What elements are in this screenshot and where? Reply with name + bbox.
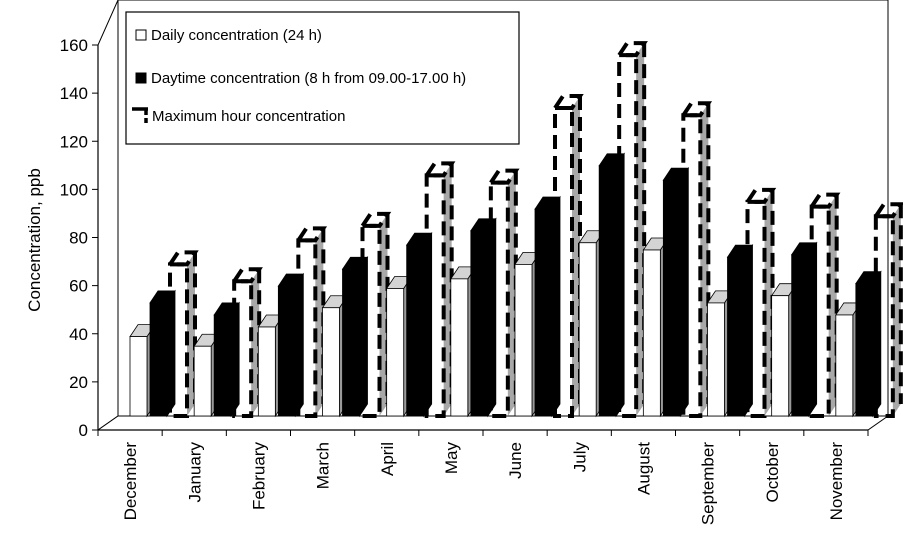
legend-label: Maximum hour concentration bbox=[152, 108, 345, 125]
y-tick-label: 80 bbox=[69, 229, 88, 248]
side-wall bbox=[97, 0, 119, 431]
legend-swatch-black bbox=[135, 72, 147, 84]
category-label: October bbox=[763, 442, 782, 503]
bar-front bbox=[470, 230, 489, 417]
bar-front bbox=[835, 314, 854, 417]
bar-front bbox=[662, 179, 681, 417]
bar bbox=[257, 313, 285, 418]
legend-swatch-dashed bbox=[132, 107, 148, 123]
bar-front bbox=[406, 244, 425, 417]
bar-front bbox=[213, 314, 232, 417]
category-label: August bbox=[634, 442, 653, 495]
legend-swatch-white bbox=[135, 29, 147, 41]
y-tick-label: 140 bbox=[60, 84, 88, 103]
bar-front bbox=[386, 288, 405, 417]
bar bbox=[450, 265, 477, 418]
legend-box bbox=[125, 11, 520, 145]
bar-front bbox=[322, 307, 340, 417]
y-tick-label: 20 bbox=[69, 373, 88, 392]
legend-label: Daytime concentration (8 h from 09.00-17… bbox=[151, 70, 466, 87]
bar bbox=[726, 243, 754, 418]
category-label: December bbox=[121, 442, 140, 521]
bar bbox=[679, 101, 713, 418]
bar-front bbox=[129, 336, 148, 417]
floor bbox=[96, 415, 890, 431]
y-tick-label: 160 bbox=[60, 36, 88, 55]
category-label: April bbox=[378, 442, 397, 476]
bar-front bbox=[578, 242, 597, 417]
bar-front bbox=[598, 165, 617, 417]
category-label: September bbox=[699, 442, 718, 525]
bar-front bbox=[257, 326, 276, 417]
bar-front bbox=[514, 264, 533, 417]
category-label: July bbox=[570, 442, 589, 473]
bar-side bbox=[166, 289, 176, 418]
bar bbox=[149, 289, 176, 418]
bar-front bbox=[727, 256, 745, 417]
bar-front bbox=[534, 208, 553, 417]
legend: Daily concentration (24 h) Daytime concen… bbox=[125, 11, 520, 145]
bar-front bbox=[193, 345, 212, 417]
bar bbox=[790, 241, 818, 418]
category-label: February bbox=[249, 442, 268, 511]
y-axis-title: Concentration, ppb bbox=[25, 168, 44, 312]
bar-front bbox=[771, 295, 790, 417]
category-label: January bbox=[185, 442, 204, 503]
bar-side bbox=[679, 166, 689, 418]
bar-front bbox=[450, 278, 469, 417]
bar-area bbox=[129, 41, 903, 418]
category-label: March bbox=[314, 442, 333, 489]
y-axis: 0 20 40 60 80 100 120 140 160 bbox=[60, 36, 99, 440]
y-tick-label: 0 bbox=[79, 421, 88, 440]
legend-label: Daily concentration (24 h) bbox=[151, 27, 322, 44]
x-axis: December January February March April May June… bbox=[97, 429, 869, 525]
y-tick-label: 60 bbox=[69, 277, 88, 296]
bar bbox=[662, 166, 690, 418]
bar-front bbox=[707, 302, 725, 417]
category-label: June bbox=[506, 442, 525, 479]
bar-front bbox=[149, 302, 168, 417]
bar-front bbox=[855, 283, 874, 417]
bar-front bbox=[277, 285, 296, 417]
y-tick-label: 120 bbox=[60, 132, 88, 151]
bar-front bbox=[342, 268, 360, 417]
y-tick-label: 40 bbox=[69, 325, 88, 344]
y-tick-label: 100 bbox=[60, 180, 88, 199]
bar-front bbox=[642, 249, 661, 417]
bar-front bbox=[791, 254, 810, 417]
category-label: May bbox=[442, 442, 461, 475]
bar bbox=[872, 202, 903, 418]
category-label: November bbox=[827, 442, 846, 521]
